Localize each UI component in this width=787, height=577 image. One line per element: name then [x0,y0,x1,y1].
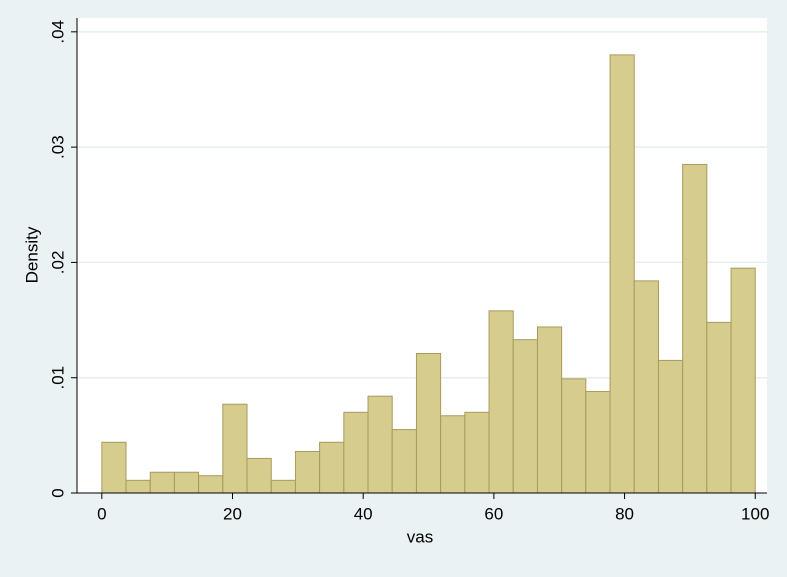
bar [706,321,732,494]
x-tick-label: 60 [484,504,503,523]
bar [561,378,587,494]
bar [415,352,442,494]
bar [391,429,417,494]
y-axis-title: Density [22,226,41,283]
bar [294,450,321,494]
x-tick-label: 100 [741,504,769,523]
bar [464,411,490,494]
bar [367,395,393,494]
y-tick-label: .03 [48,135,67,159]
bar [246,457,272,494]
bar [512,339,538,494]
bar [488,310,514,494]
y-tick-label: .04 [48,20,67,44]
bar [633,280,659,494]
x-tick-label: 0 [97,504,106,523]
bar [173,471,200,494]
bar [319,441,345,494]
x-tick-label: 40 [354,504,373,523]
bar [270,479,296,494]
bar [657,359,684,494]
bar [585,391,611,494]
bar [609,54,635,494]
bar [730,267,756,494]
bar [198,475,224,494]
y-tick-label: 0 [48,488,67,497]
x-axis-title: vas [407,527,433,546]
bar [440,415,466,494]
bar [101,441,127,494]
y-tick-label: .01 [48,366,67,390]
bar [536,326,563,494]
bar [682,163,708,494]
x-tick-label: 20 [223,504,242,523]
x-tick-label: 80 [615,504,634,523]
bar [222,403,248,494]
bar [125,479,151,494]
y-tick-label: .02 [48,251,67,275]
bar [149,471,175,494]
bar [343,411,369,494]
